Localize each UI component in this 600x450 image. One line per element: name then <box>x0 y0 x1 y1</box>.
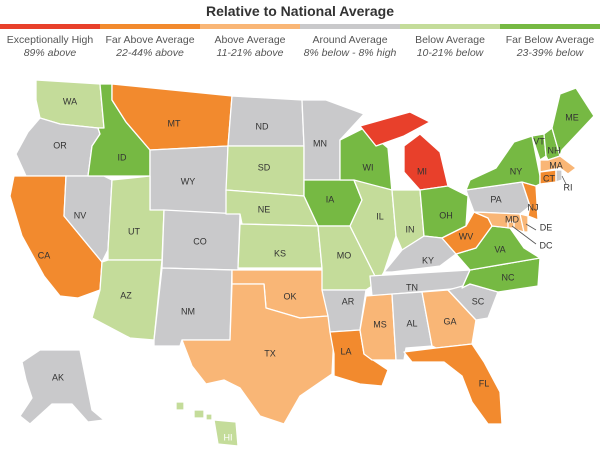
legend-swatch <box>300 24 400 29</box>
state-label-nc: NC <box>502 272 515 282</box>
legend-sublabel: 23-39% below <box>516 47 584 59</box>
state-label-ia: IA <box>326 194 335 204</box>
state-fl <box>403 343 503 425</box>
legend-swatch <box>400 24 500 29</box>
state-label-or: OR <box>53 140 67 150</box>
legend: Exceptionally High 89% above Far Above A… <box>0 24 600 68</box>
state-label-nd: ND <box>256 121 269 131</box>
state-label-ne: NE <box>258 204 271 214</box>
state-label-ok: OK <box>283 291 296 301</box>
state-de <box>519 213 529 233</box>
legend-item-exceptionally-high: Exceptionally High 89% above <box>0 24 100 68</box>
legend-label: Far Below Average <box>505 34 595 46</box>
state-label-md: MD <box>505 214 519 224</box>
state-label-ny: NY <box>510 166 523 176</box>
state-label-ct: CT <box>543 173 555 183</box>
state-label-al: AL <box>406 318 417 328</box>
us-map: WA OR CA NV ID MT WY UT AZ CO NM ND SD N… <box>0 70 600 450</box>
state-label-wv: WV <box>459 231 474 241</box>
state-ks <box>237 223 323 269</box>
state-label-ak: AK <box>52 372 64 382</box>
state-label-ut: UT <box>128 226 140 236</box>
state-label-de: DE <box>540 222 553 232</box>
legend-swatch <box>500 24 600 29</box>
legend-item-far-above-average: Far Above Average 22-44% above <box>100 24 200 68</box>
legend-item-above-average: Above Average 11-21% above <box>200 24 300 68</box>
state-az <box>91 259 163 341</box>
legend-sublabel: 8% below - 8% high <box>303 47 397 59</box>
state-label-nh: NH <box>548 145 561 155</box>
state-label-il: IL <box>376 211 384 221</box>
state-label-wy: WY <box>181 176 196 186</box>
state-label-ma: MA <box>549 160 563 170</box>
state-label-va: VA <box>494 244 505 254</box>
state-mi <box>403 133 449 191</box>
state-label-ky: KY <box>422 255 434 265</box>
state-ny <box>465 135 541 191</box>
state-label-wi: WI <box>363 162 374 172</box>
state-label-nj: NJ <box>528 202 539 212</box>
leader-line-dc <box>511 225 537 245</box>
legend-label: Above Average <box>214 34 286 46</box>
state-label-mi: MI <box>417 166 427 176</box>
us-map-svg: WA OR CA NV ID MT WY UT AZ CO NM ND SD N… <box>9 79 595 447</box>
legend-label: Far Above Average <box>105 34 195 46</box>
leader-line-ri <box>561 175 567 185</box>
legend-swatch <box>0 24 100 29</box>
state-hi-4 <box>213 419 239 447</box>
state-tx <box>181 283 335 425</box>
state-label-mt: MT <box>168 118 181 128</box>
state-label-tn: TN <box>406 282 418 292</box>
state-mi-up <box>359 111 431 147</box>
state-label-sd: SD <box>258 162 271 172</box>
legend-sublabel: 10-21% below <box>416 47 484 59</box>
state-label-in: IN <box>406 224 415 234</box>
state-label-pa: PA <box>490 194 501 204</box>
leader-line-de <box>525 223 537 231</box>
state-label-me: ME <box>565 112 579 122</box>
state-label-sc: SC <box>472 296 485 306</box>
state-label-wa: WA <box>63 96 77 106</box>
state-hi-2 <box>193 409 205 419</box>
legend-sublabel: 11-21% above <box>216 47 284 59</box>
state-label-ms: MS <box>373 319 387 329</box>
state-ri <box>555 169 563 183</box>
state-label-tx: TX <box>264 348 276 358</box>
state-ak <box>19 349 105 425</box>
state-label-ga: GA <box>443 316 456 326</box>
state-label-la: LA <box>340 346 351 356</box>
state-label-ar: AR <box>342 296 355 306</box>
state-hi-1 <box>175 401 185 411</box>
state-label-mo: MO <box>337 250 352 260</box>
state-label-co: CO <box>193 236 207 246</box>
state-label-vt: VT <box>533 136 545 146</box>
legend-item-around-average: Around Average 8% below - 8% high <box>300 24 400 68</box>
state-label-ri: RI <box>564 182 573 192</box>
map-title: Relative to National Average <box>205 3 395 19</box>
state-label-dc: DC <box>540 240 553 250</box>
legend-label: Around Average <box>312 34 388 46</box>
state-label-oh: OH <box>439 210 453 220</box>
state-label-id: ID <box>118 152 128 162</box>
state-label-mn: MN <box>313 138 327 148</box>
legend-label: Exceptionally High <box>6 34 94 46</box>
state-label-ca: CA <box>38 250 51 260</box>
legend-label: Below Average <box>415 34 485 46</box>
state-hi-3 <box>205 413 213 421</box>
legend-item-below-average: Below Average 10-21% below <box>400 24 500 68</box>
legend-swatch <box>100 24 200 29</box>
state-label-az: AZ <box>120 290 132 300</box>
state-label-hi: HI <box>224 432 233 442</box>
state-label-nm: NM <box>181 306 195 316</box>
state-label-ks: KS <box>274 248 286 258</box>
legend-sublabel: 22-44% above <box>116 47 184 59</box>
legend-swatch <box>200 24 300 29</box>
state-label-nv: NV <box>74 210 87 220</box>
legend-item-far-below-average: Far Below Average 23-39% below <box>500 24 600 68</box>
state-label-fl: FL <box>479 378 490 388</box>
legend-sublabel: 89% above <box>23 47 77 59</box>
